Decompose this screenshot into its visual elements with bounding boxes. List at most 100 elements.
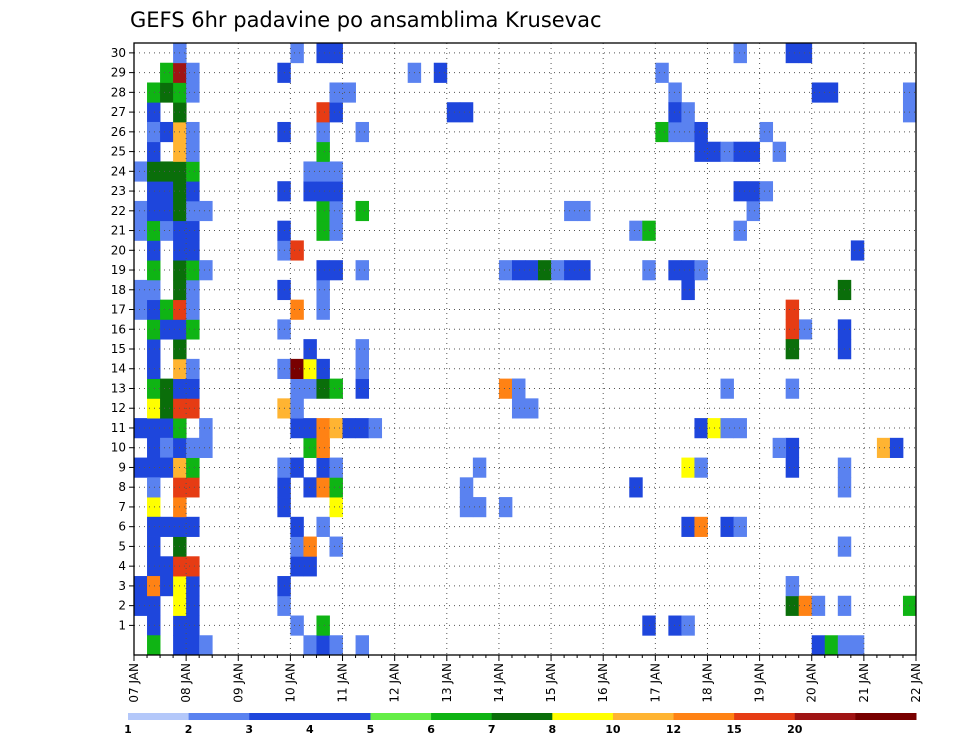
colorbar-swatch (188, 713, 250, 720)
heatmap-cell (655, 62, 669, 83)
colorbar-swatch (491, 713, 553, 720)
heatmap-cell (785, 576, 800, 597)
heatmap-cell (681, 516, 695, 537)
heatmap-cell (303, 161, 317, 182)
x-tick-label: 16 JAN (596, 663, 610, 703)
heatmap-cell (355, 339, 369, 360)
heatmap-cell (186, 457, 200, 478)
x-tick-label: 07 JAN (127, 663, 141, 703)
heatmap-cell (147, 358, 161, 380)
heatmap-cell (316, 477, 330, 498)
heatmap-cell (186, 161, 200, 182)
heatmap-cell (134, 161, 148, 182)
heatmap-cell (316, 418, 330, 439)
heatmap-cell (186, 121, 200, 143)
heatmap-cell (316, 141, 330, 162)
heatmap-cell (160, 398, 174, 419)
heatmap-cell (655, 121, 669, 143)
heatmap-cell (160, 516, 174, 537)
heatmap-cell (290, 43, 304, 64)
heatmap-cell (160, 200, 174, 222)
heatmap-cell (303, 418, 317, 439)
heatmap-cell (720, 516, 734, 537)
heatmap-cell (186, 82, 200, 103)
heatmap-cell (681, 279, 695, 301)
y-tick-label: 19 (111, 263, 126, 277)
chart-title: GEFS 6hr padavine po ansamblima Krusevac (130, 8, 602, 32)
heatmap-cell (785, 595, 800, 616)
heatmap-cell (525, 398, 539, 419)
heatmap-cell (811, 635, 826, 656)
heatmap-cell (785, 299, 800, 320)
heatmap-cell (160, 82, 174, 103)
heatmap-cell (759, 121, 774, 143)
heatmap-cell (720, 141, 734, 162)
heatmap-cell (134, 279, 148, 301)
heatmap-cell (316, 161, 330, 182)
heatmap-cell (668, 102, 682, 123)
heatmap-cell (733, 418, 747, 439)
y-tick-label: 16 (111, 322, 126, 336)
colorbar-label: 6 (427, 723, 435, 736)
colorbar-swatch (431, 713, 493, 720)
heatmap-cell (186, 635, 200, 656)
colorbar-label: 7 (488, 723, 496, 736)
heatmap-cell (199, 200, 213, 222)
heatmap-cell (733, 141, 747, 162)
heatmap-cell (733, 516, 747, 537)
heatmap-cell (160, 121, 174, 143)
colorbar-label: 2 (185, 723, 193, 736)
heatmap-cell (329, 418, 343, 439)
heatmap-cell (785, 339, 800, 360)
heatmap-cell (355, 418, 369, 439)
y-tick-label: 29 (111, 66, 126, 80)
heatmap-cell (316, 635, 330, 656)
y-tick-label: 10 (111, 441, 126, 455)
heatmap-cell (186, 477, 200, 498)
heatmap-cell (368, 418, 383, 439)
heatmap-cell (147, 319, 161, 340)
heatmap-cell (160, 418, 174, 439)
heatmap-cell (147, 339, 161, 360)
colorbar-swatch (309, 713, 371, 720)
heatmap-cell (355, 378, 369, 399)
heatmap-cell (329, 457, 343, 478)
heatmap-cell (694, 516, 708, 537)
heatmap-cell (134, 595, 148, 616)
heatmap-cell (199, 437, 213, 458)
heatmap-cell (186, 595, 200, 616)
heatmap-cell (329, 200, 343, 222)
heatmap-cell (290, 418, 304, 439)
heatmap-cell (147, 615, 161, 636)
y-tick-label: 1 (118, 618, 126, 632)
heatmap-cell (316, 43, 330, 64)
heatmap-cell (498, 378, 513, 399)
heatmap-cell (186, 299, 200, 320)
heatmap-cell (355, 358, 369, 380)
heatmap-cell (186, 240, 200, 261)
heatmap-cell (303, 358, 317, 380)
heatmap-cell (681, 121, 695, 143)
heatmap-cell (694, 418, 708, 439)
heatmap-cell (459, 477, 474, 498)
heatmap-cell (147, 102, 161, 123)
heatmap-cell (681, 102, 695, 123)
heatmap-cell (186, 378, 200, 399)
heatmap-cell (498, 497, 513, 518)
colorbar-swatch (249, 713, 311, 720)
y-axis: 1234567891011121314151617181920212223242… (111, 46, 134, 632)
y-tick-label: 21 (111, 224, 126, 238)
heatmap-cell (694, 260, 708, 281)
y-tick-label: 3 (118, 579, 126, 593)
heatmap-cell (147, 556, 161, 577)
colorbar-swatch (855, 713, 917, 720)
heatmap-cell (186, 319, 200, 340)
heatmap-cell (433, 62, 448, 83)
y-tick-label: 5 (118, 539, 126, 553)
heatmap-cell (303, 181, 317, 202)
heatmap-cell (694, 141, 708, 162)
heatmap-cell (147, 437, 161, 458)
heatmap-cell (186, 576, 200, 597)
colorbar-label: 5 (367, 723, 375, 736)
heatmap-cell (147, 477, 161, 498)
